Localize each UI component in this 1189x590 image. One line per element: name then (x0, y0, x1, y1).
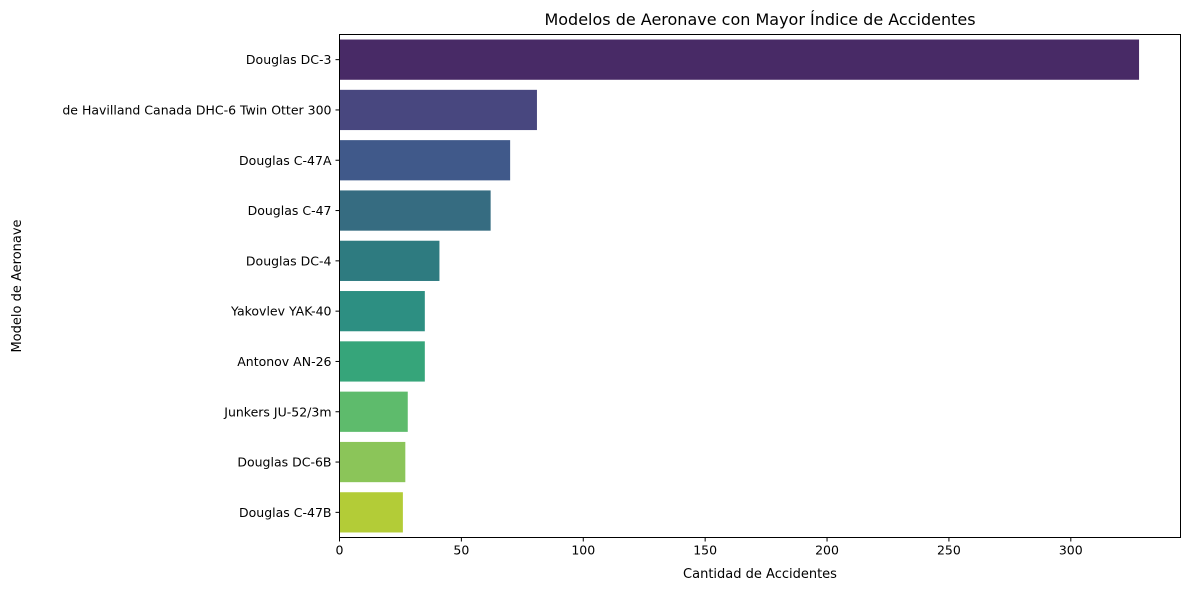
x-tick-label: 300 (1059, 543, 1083, 558)
bar (339, 492, 403, 533)
x-tick-label: 50 (453, 543, 469, 558)
y-tick-label: Douglas C-47A (239, 153, 332, 168)
y-tick-label: Douglas DC-4 (246, 253, 332, 268)
x-tick-label: 200 (815, 543, 839, 558)
y-tick-labels: Douglas DC-3 de Havilland Canada DHC-6 Tw… (62, 52, 340, 520)
bar (339, 291, 425, 332)
y-axis-label: Modelo de Aeronave (10, 219, 25, 352)
x-tick-label: 100 (571, 543, 595, 558)
bar (339, 341, 425, 382)
bars-group (339, 39, 1140, 533)
bar (339, 441, 406, 483)
bar (339, 89, 537, 131)
x-tick-label: 150 (693, 543, 717, 558)
x-tick-label: 0 (336, 543, 344, 558)
x-axis-label: Cantidad de Accidentes (683, 567, 837, 582)
y-tick-label: Douglas DC-6B (237, 455, 331, 470)
y-tick-label: Yakovlev YAK-40 (230, 304, 332, 319)
y-tick-label: Junkers JU-52/3m (223, 404, 331, 419)
y-tick-label: Douglas DC-3 (246, 52, 332, 67)
y-tick-label: Douglas C-47 (248, 203, 332, 218)
bar (339, 39, 1140, 80)
bar (339, 190, 491, 231)
x-tick-label: 250 (937, 543, 961, 558)
plot-frame (339, 34, 1181, 538)
y-tick-label: de Havilland Canada DHC-6 Twin Otter 300 (62, 102, 331, 117)
x-axis-ticks: 0 50 100 150 200 250 300 (336, 537, 1083, 558)
bar (339, 240, 440, 281)
bar (339, 140, 511, 181)
chart-title: Modelos de Aeronave con Mayor Índice de … (544, 10, 975, 29)
y-tick-label: Douglas C-47B (239, 505, 331, 520)
bar (339, 391, 408, 432)
y-tick-label: Antonov AN-26 (237, 354, 331, 369)
